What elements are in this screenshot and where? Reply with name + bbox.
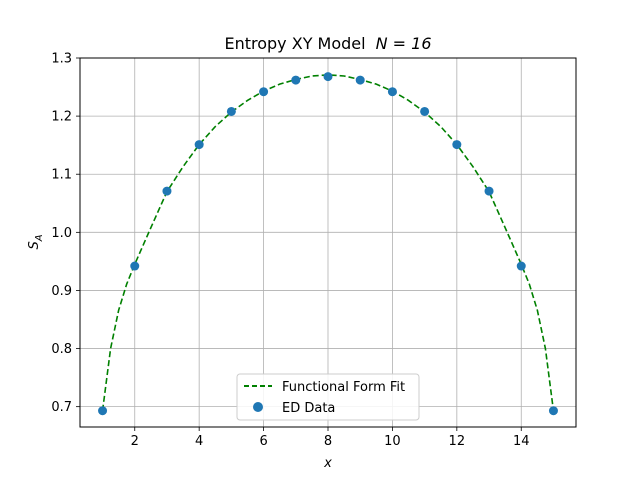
legend-box — [236, 373, 420, 421]
legend-data-label: ED Data — [282, 401, 335, 416]
data-points-layer — [98, 72, 558, 416]
fit-curve-line — [101, 74, 555, 411]
ed-data-point — [259, 87, 269, 97]
x-tick-label: 8 — [324, 434, 332, 449]
x-tick-label: 10 — [384, 434, 401, 449]
legend-fit-label: Functional Form Fit — [282, 380, 405, 395]
y-axis-label: SA — [27, 234, 45, 249]
ed-data-point — [162, 186, 172, 196]
y-tick-label: 1.2 — [51, 110, 72, 125]
y-tick-label: 0.9 — [51, 284, 72, 299]
y-tick-label: 1.1 — [51, 168, 72, 183]
ed-data-point — [98, 406, 108, 416]
x-tick-label: 6 — [259, 434, 267, 449]
ed-data-point — [387, 87, 397, 97]
ed-data-point — [323, 72, 333, 82]
x-axis-label: x — [323, 456, 332, 471]
x-tick-label: 14 — [513, 434, 530, 449]
ed-data-point — [484, 186, 494, 196]
fit-curve-layer — [101, 74, 555, 411]
legend-data-swatch — [253, 402, 263, 412]
y-tick-label: 1.3 — [51, 52, 72, 67]
ed-data-point — [516, 261, 526, 271]
y-tick-label: 0.8 — [51, 342, 72, 357]
x-tick-label: 12 — [449, 434, 466, 449]
legend: Functional Form Fit ED Data — [236, 373, 420, 421]
ed-data-point — [420, 106, 430, 116]
x-tick-label: 2 — [131, 434, 139, 449]
y-tick-label: 0.7 — [51, 400, 72, 415]
ed-data-point — [452, 140, 462, 150]
ed-data-point — [291, 75, 301, 85]
axis-ticks: 2 4 6 8 10 12 14 0.7 0.8 0.9 1.0 1.1 1.2 1.3 — [51, 52, 529, 450]
ed-data-point — [226, 106, 236, 116]
ed-data-point — [130, 261, 140, 271]
chart-title: Entropy XY Model N = 16 — [224, 34, 431, 53]
ed-data-point — [548, 406, 558, 416]
y-tick-label: 1.0 — [51, 226, 72, 241]
ed-data-point — [194, 140, 204, 150]
x-tick-label: 4 — [195, 434, 203, 449]
ed-data-point — [355, 75, 365, 85]
